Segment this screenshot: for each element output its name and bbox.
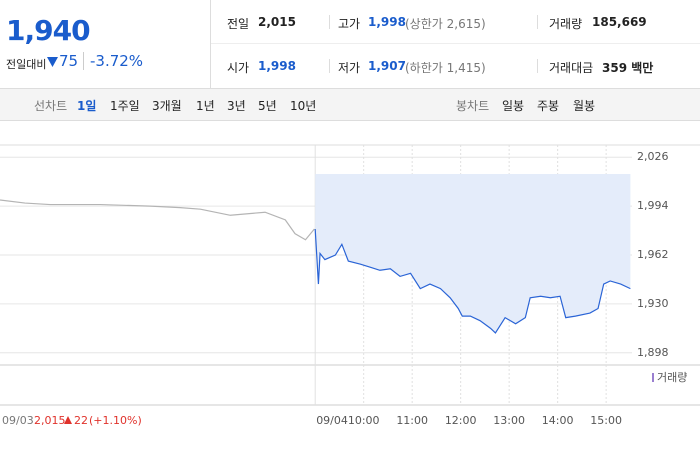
divider xyxy=(211,43,700,44)
stat-value: 359 백만 xyxy=(602,61,654,75)
up-icon xyxy=(64,416,72,424)
divider xyxy=(329,59,330,73)
prev-change-rate: (+1.10%) xyxy=(89,414,142,427)
tab[interactable]: 3년 xyxy=(227,99,246,113)
divider xyxy=(329,15,330,29)
price-line xyxy=(0,199,315,241)
stat-label: 시가 xyxy=(227,61,250,75)
divider xyxy=(537,15,538,29)
tab[interactable]: 일봉 xyxy=(502,99,525,113)
x-tick-label: 09/04 xyxy=(316,414,348,427)
tab[interactable]: 3개월 xyxy=(152,99,182,113)
stat-label: 저가 xyxy=(338,61,361,75)
y-tick-label: 1,962 xyxy=(637,248,669,261)
stat-label: 전일 xyxy=(227,17,250,31)
stat-label: 거래대금 xyxy=(549,61,594,75)
x-tick-label: 10:00 xyxy=(348,414,380,427)
chart: 거래량 2,026 1,994 1,962 1,930 1,898 09/04 10:00 1… xyxy=(0,144,700,427)
stat-note: (상한가 2,615) xyxy=(405,17,486,31)
down-icon xyxy=(47,57,58,67)
price: 1,940 xyxy=(6,14,91,47)
y-tick-label: 1,898 xyxy=(637,346,669,359)
price-line xyxy=(314,228,631,334)
legend-swatch xyxy=(652,373,654,382)
divider xyxy=(537,59,538,73)
stat-note: (하한가 1,415) xyxy=(405,61,486,75)
tab[interactable]: 주봉 xyxy=(537,99,560,113)
prev-close: 2,015 xyxy=(34,414,66,427)
stat-value: 1,998 xyxy=(368,15,406,29)
tab[interactable]: 1년 xyxy=(196,99,215,113)
x-tick-label: 12:00 xyxy=(445,414,477,427)
x-tick-label: 11:00 xyxy=(396,414,428,427)
tab[interactable]: 5년 xyxy=(258,99,277,113)
x-tick-label: 15:00 xyxy=(590,414,622,427)
area-fill xyxy=(315,174,631,333)
y-tick-label: 1,994 xyxy=(637,199,669,212)
tab-group-label: 봉차트 xyxy=(456,99,490,113)
x-tick-label: 13:00 xyxy=(493,414,525,427)
stat-value: 1,998 xyxy=(258,59,296,73)
stat-value: 2,015 xyxy=(258,15,296,29)
change: 75 xyxy=(59,52,79,70)
prev-change: 22 xyxy=(74,414,88,427)
tab[interactable]: 1일 xyxy=(77,99,97,113)
tab[interactable]: 10년 xyxy=(290,99,317,113)
prev-date: 09/03 xyxy=(2,414,34,427)
divider xyxy=(83,52,84,70)
stat-label: 고가 xyxy=(338,17,361,31)
stat-value: 1,907 xyxy=(368,59,406,73)
tab[interactable]: 월봉 xyxy=(573,99,596,113)
tab-bar: 선차트 1일 1주일 3개월 1년 3년 5년 10년 봉차트 일봉 주봉 월봉 xyxy=(0,88,700,121)
x-tick-label: 14:00 xyxy=(542,414,574,427)
y-tick-label: 1,930 xyxy=(637,297,669,310)
legend-label: 거래량 xyxy=(657,371,687,384)
change-rate: -3.72% xyxy=(90,52,144,70)
divider xyxy=(210,0,211,88)
tab[interactable]: 1주일 xyxy=(110,99,140,113)
change-label: 전일대비 xyxy=(6,58,47,71)
tab-group-label: 선차트 xyxy=(34,99,68,113)
y-tick-label: 2,026 xyxy=(637,150,669,163)
stat-value: 185,669 xyxy=(592,15,647,29)
stat-label: 거래량 xyxy=(549,17,583,31)
